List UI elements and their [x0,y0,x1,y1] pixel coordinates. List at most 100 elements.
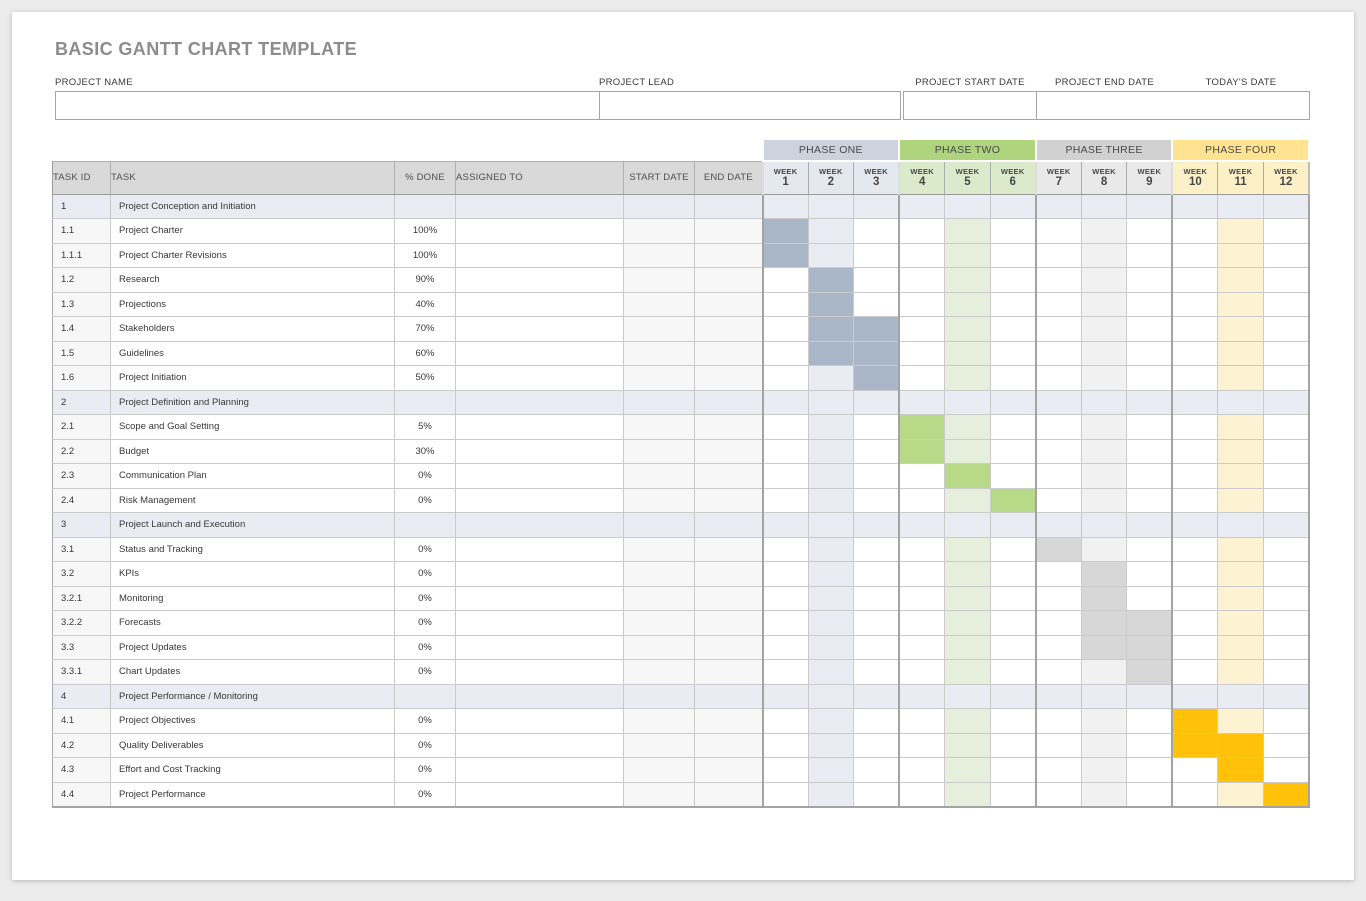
gantt-cell[interactable] [1126,536,1173,562]
gantt-cell[interactable] [898,389,946,415]
end-date-cell[interactable] [693,708,764,734]
end-date-cell[interactable] [693,634,764,660]
gantt-cell[interactable] [807,781,855,808]
task-id-cell[interactable]: 4.2 [52,732,111,758]
start-date-cell[interactable] [623,487,695,513]
gantt-cell[interactable] [1171,634,1219,660]
gantt-cell[interactable] [944,536,991,562]
gantt-cell[interactable] [853,291,900,317]
task-id-cell[interactable]: 2 [52,389,111,415]
task-id-cell[interactable]: 1.1 [52,218,111,244]
gantt-cell[interactable] [853,218,900,244]
gantt-cell[interactable] [1080,732,1128,758]
gantt-cell[interactable] [898,683,946,709]
task-id-cell[interactable]: 4.4 [52,781,111,808]
percent-done-cell[interactable]: 90% [394,267,456,293]
assigned-to-cell[interactable] [455,585,624,611]
gantt-bar-cell[interactable] [898,438,946,464]
start-date-cell[interactable] [623,659,695,685]
gantt-cell[interactable] [944,365,991,391]
task-id-cell[interactable]: 2.4 [52,487,111,513]
gantt-bar-cell[interactable] [1171,732,1219,758]
start-date-cell[interactable] [623,585,695,611]
end-date-cell[interactable] [693,414,764,440]
percent-done-cell[interactable]: 0% [394,463,456,489]
gantt-cell[interactable] [898,708,946,734]
task-id-cell[interactable]: 1 [52,193,111,219]
end-date-cell[interactable] [693,659,764,685]
end-date-cell[interactable] [693,291,764,317]
gantt-bar-cell[interactable] [1171,708,1219,734]
gantt-cell[interactable] [1126,708,1173,734]
gantt-cell[interactable] [761,389,809,415]
gantt-cell[interactable] [1034,683,1082,709]
gantt-cell[interactable] [898,463,946,489]
gantt-cell[interactable] [989,536,1037,562]
gantt-cell[interactable] [1080,389,1128,415]
end-date-cell[interactable] [693,512,764,538]
gantt-cell[interactable] [807,438,855,464]
gantt-cell[interactable] [989,316,1037,342]
gantt-cell[interactable] [807,561,855,587]
percent-done-cell[interactable]: 70% [394,316,456,342]
gantt-cell[interactable] [1171,218,1219,244]
gantt-cell[interactable] [989,781,1037,808]
gantt-cell[interactable] [761,438,809,464]
end-date-cell[interactable] [693,683,764,709]
project-start-date-input[interactable] [903,91,1037,120]
assigned-to-cell[interactable] [455,536,624,562]
percent-done-cell[interactable]: 0% [394,708,456,734]
task-id-cell[interactable]: 3.2 [52,561,111,587]
task-name-cell[interactable]: Risk Management [110,487,395,513]
gantt-cell[interactable] [989,683,1037,709]
task-id-cell[interactable]: 3.2.2 [52,610,111,636]
gantt-cell[interactable] [1080,414,1128,440]
gantt-cell[interactable] [853,610,900,636]
assigned-to-cell[interactable] [455,634,624,660]
gantt-cell[interactable] [1080,291,1128,317]
task-name-cell[interactable]: Scope and Goal Setting [110,414,395,440]
assigned-to-cell[interactable] [455,610,624,636]
gantt-cell[interactable] [898,757,946,783]
gantt-cell[interactable] [989,267,1037,293]
gantt-cell[interactable] [853,242,900,268]
task-id-cell[interactable]: 1.4 [52,316,111,342]
gantt-cell[interactable] [1262,365,1310,391]
gantt-cell[interactable] [761,267,809,293]
gantt-cell[interactable] [807,708,855,734]
gantt-cell[interactable] [1217,340,1264,366]
gantt-cell[interactable] [1262,414,1310,440]
gantt-cell[interactable] [1126,732,1173,758]
gantt-cell[interactable] [1171,585,1219,611]
task-name-cell[interactable]: Project Charter [110,218,395,244]
gantt-cell[interactable] [761,732,809,758]
end-date-cell[interactable] [693,487,764,513]
gantt-cell[interactable] [807,683,855,709]
gantt-cell[interactable] [944,610,991,636]
gantt-bar-cell[interactable] [1126,610,1173,636]
end-date-cell[interactable] [693,316,764,342]
task-id-cell[interactable]: 2.2 [52,438,111,464]
task-id-cell[interactable]: 1.6 [52,365,111,391]
gantt-cell[interactable] [1034,365,1082,391]
gantt-cell[interactable] [1171,316,1219,342]
assigned-to-cell[interactable] [455,389,624,415]
gantt-cell[interactable] [989,757,1037,783]
start-date-cell[interactable] [623,512,695,538]
end-date-cell[interactable] [693,757,764,783]
gantt-cell[interactable] [1217,659,1264,685]
gantt-cell[interactable] [989,193,1037,219]
gantt-cell[interactable] [1080,781,1128,808]
start-date-cell[interactable] [623,781,695,808]
gantt-cell[interactable] [1034,659,1082,685]
gantt-cell[interactable] [761,781,809,808]
gantt-cell[interactable] [853,732,900,758]
gantt-cell[interactable] [1217,708,1264,734]
gantt-cell[interactable] [1126,193,1173,219]
start-date-cell[interactable] [623,463,695,489]
gantt-cell[interactable] [1262,732,1310,758]
gantt-cell[interactable] [944,757,991,783]
gantt-cell[interactable] [1171,438,1219,464]
percent-done-cell[interactable]: 0% [394,781,456,808]
gantt-cell[interactable] [944,267,991,293]
